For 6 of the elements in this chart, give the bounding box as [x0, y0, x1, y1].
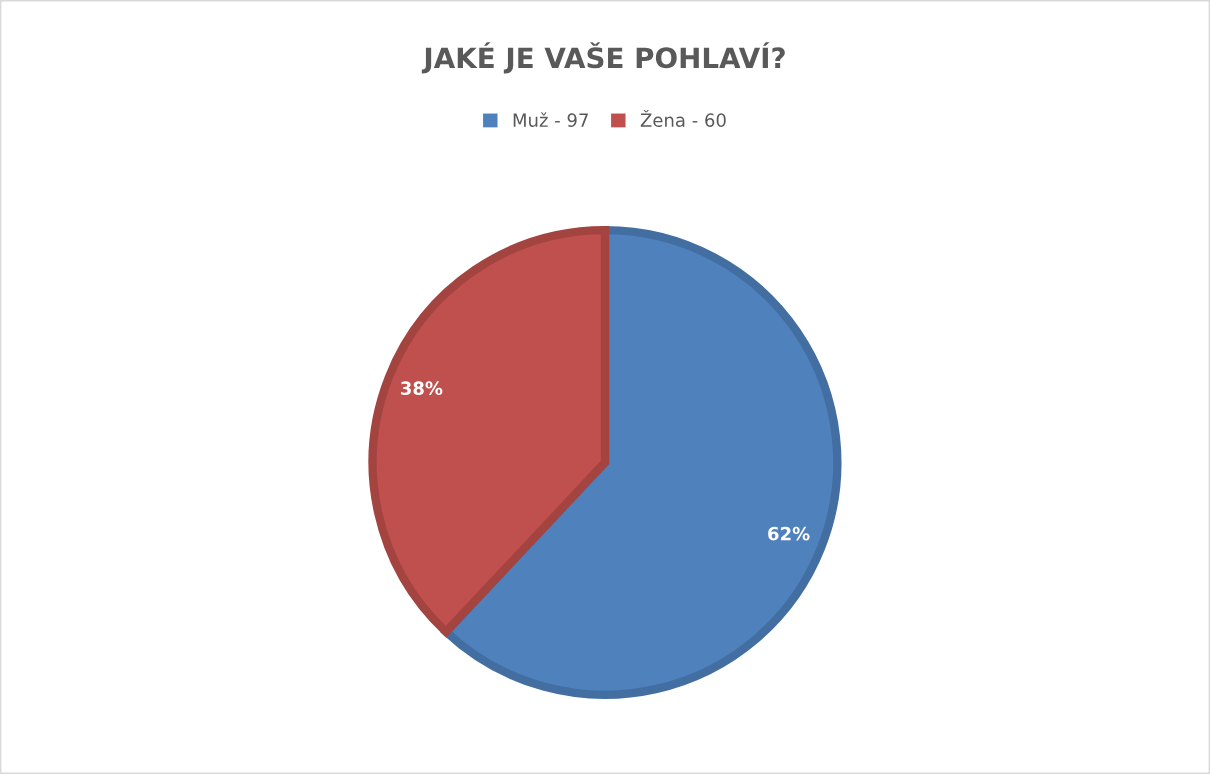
legend-label: Žena - 60 [640, 110, 726, 127]
chart-title: JAKÉ JE VAŠE POHLAVÍ? [421, 42, 785, 74]
legend-label: Muž - 97 [513, 112, 588, 127]
pie-slice [368, 225, 610, 636]
data-label: 62% [768, 526, 810, 541]
data-label: 38% [400, 381, 443, 396]
